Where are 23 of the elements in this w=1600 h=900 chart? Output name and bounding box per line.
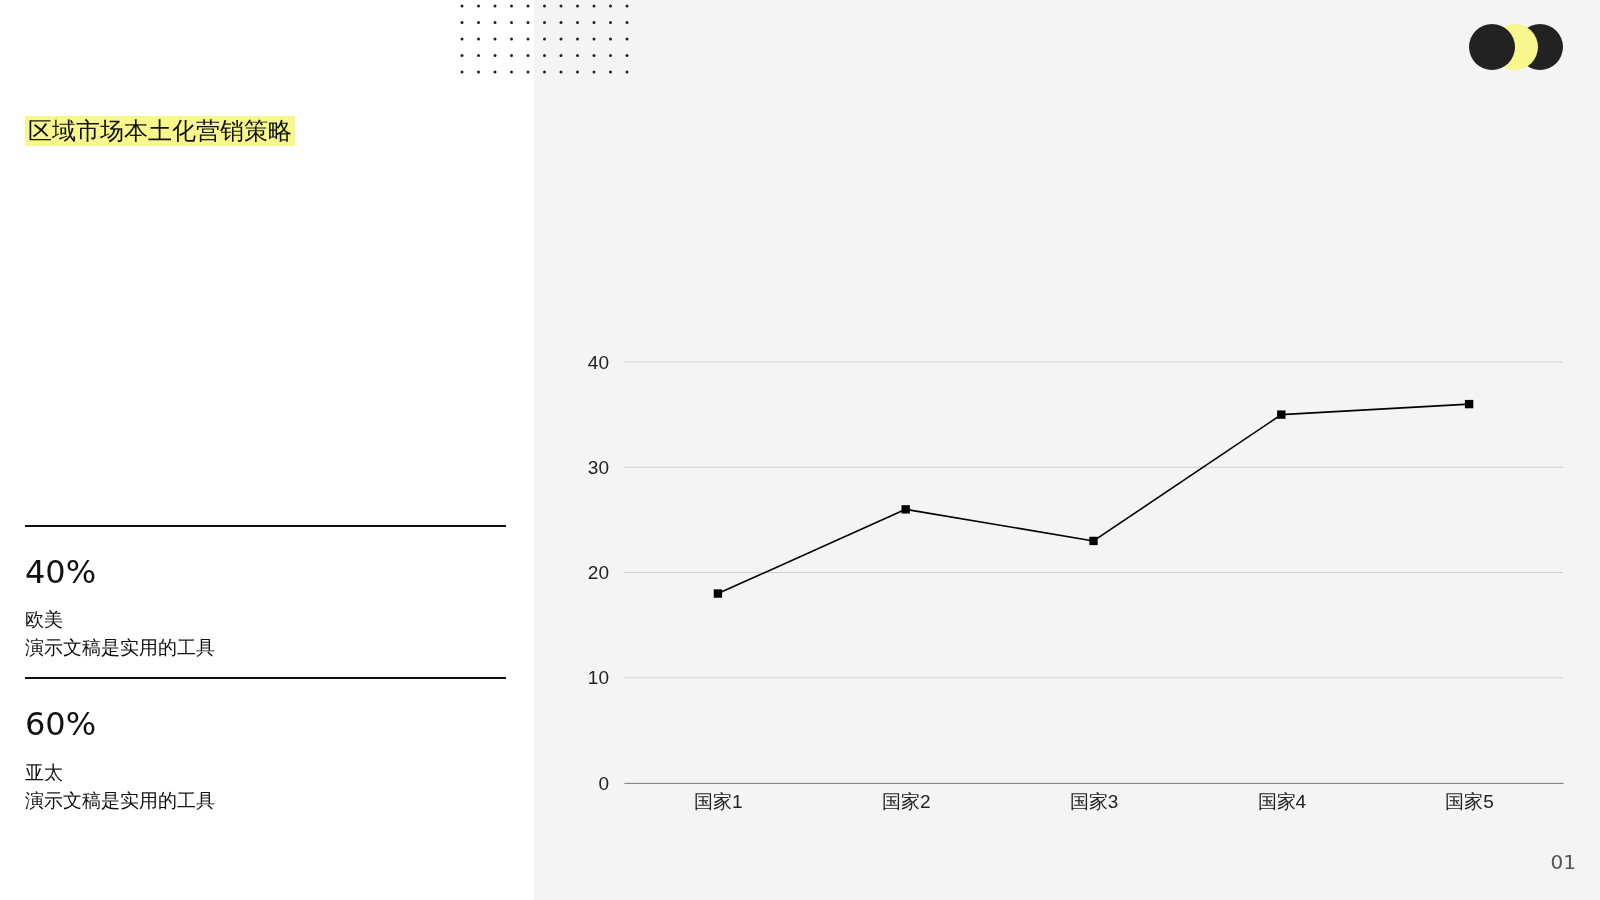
text: 演示文稿是实用的工具 <box>25 789 215 811</box>
text: 40% <box>25 553 97 591</box>
point <box>713 589 723 598</box>
text: 01 <box>1550 850 1576 874</box>
point <box>1464 399 1474 409</box>
text: 区域市场本土化营销策略 <box>28 117 292 145</box>
point <box>1277 410 1286 419</box>
y-tick-label: 10 <box>587 667 609 689</box>
x-tick-label: 国家1 <box>694 791 743 813</box>
point <box>901 505 910 514</box>
y-tick-label: 20 <box>587 562 609 584</box>
text: 亚太 <box>25 761 63 783</box>
x-tick-label: 国家4 <box>1257 791 1307 813</box>
y-tick-label: 0 <box>598 772 609 794</box>
x-tick-label: 国家5 <box>1445 791 1494 813</box>
text: 60% <box>25 705 97 743</box>
text: 欧美 <box>25 608 63 630</box>
point <box>1089 536 1098 546</box>
y-tick-label: 40 <box>587 351 609 373</box>
x-tick-label: 国家2 <box>881 791 931 813</box>
text: 演示文稿是实用的工具 <box>25 636 215 658</box>
y-tick-label: 30 <box>587 456 609 478</box>
x-tick-label: 国家3 <box>1069 791 1119 813</box>
